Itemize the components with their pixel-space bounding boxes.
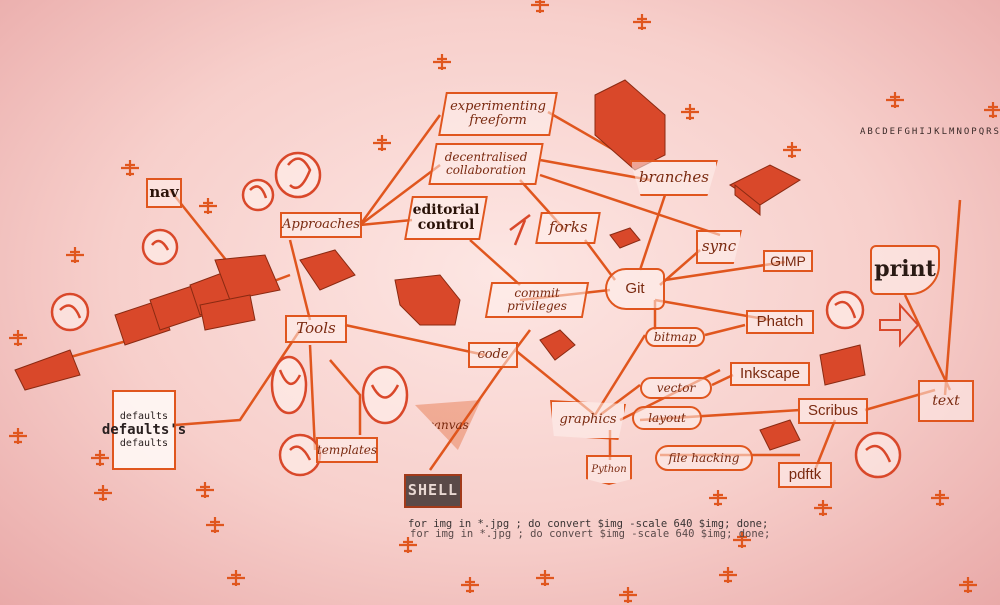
node-shell: SHELL: [404, 474, 462, 508]
node-approaches: Approaches: [280, 212, 362, 238]
node-pdftk: pdftk: [778, 462, 832, 488]
defaults-big-label: defaults's: [101, 422, 187, 438]
node-experimenting-freeform: experimenting freeform: [438, 92, 558, 136]
node-bitmap: bitmap: [645, 327, 705, 347]
node-tools: Tools: [285, 315, 347, 343]
node-decentralised-collaboration: decentralised collaboration: [428, 143, 544, 185]
block-stacks: [14, 79, 866, 451]
node-commit-privileges: commit privileges: [484, 282, 590, 318]
node-forks: forks: [535, 212, 601, 244]
node-python: Python: [586, 455, 632, 485]
defaults-document: defaults defaults's defaults: [102, 390, 186, 470]
node-templates: templates: [316, 437, 378, 463]
defaults-line-2: defaults: [119, 438, 169, 449]
node-scribus: Scribus: [798, 398, 868, 424]
node-nav: nav: [146, 178, 182, 208]
defaults-line-1: defaults: [119, 411, 169, 422]
node-branches: branches: [630, 160, 718, 196]
command-line: for img in *.jpg ; do convert $img -scal…: [408, 518, 769, 530]
node-print: print: [870, 245, 940, 295]
node-inkscape: Inkscape: [730, 362, 810, 386]
node-git: Git: [605, 268, 665, 310]
node-file-hacking: file hacking: [655, 445, 753, 471]
node-sync: sync: [696, 230, 742, 264]
node-text: text: [918, 380, 974, 422]
alphabet-specimen: ABCDEFGHIJKLMNOPQRSTUVWXYZABCDEFGHIJKLMN…: [860, 127, 1000, 137]
node-layout: layout: [632, 406, 702, 430]
node-vector: vector: [640, 377, 712, 399]
node-code: code: [468, 342, 518, 368]
figure-doodles: [50, 151, 920, 479]
node-editorial-control: editorial control: [404, 196, 488, 240]
node-gimp: GIMP: [763, 250, 813, 272]
command-line-shadow: for img in *.jpg ; do convert $img -scal…: [410, 528, 771, 540]
node-phatch: Phatch: [746, 310, 814, 334]
node-graphics: graphics: [550, 400, 626, 440]
